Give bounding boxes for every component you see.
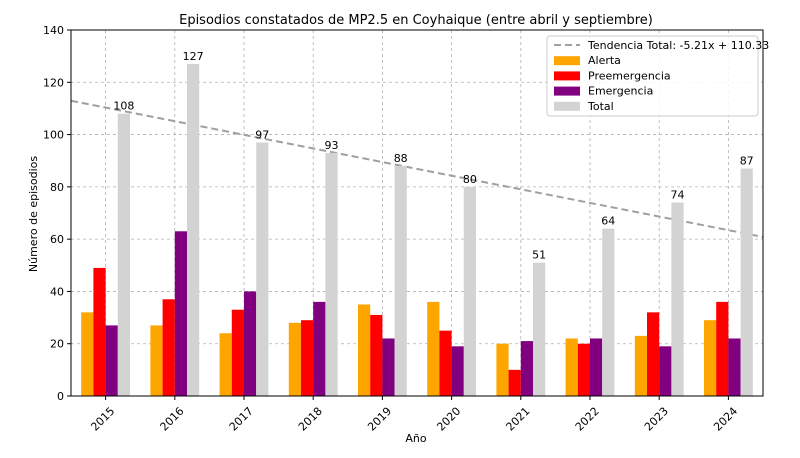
legend-label: Tendencia Total: -5.21x + 110.33 [587,39,769,52]
legend-swatch-emergencia [554,86,580,96]
bar-total-2018 [325,152,338,396]
bar-alerta-2021 [496,343,509,396]
bar-total-2020 [463,186,476,396]
x-tick-label: 2021 [504,405,533,434]
y-tick-label: 100 [43,129,64,142]
bar-emergencia-2021 [520,341,533,396]
data-label-total: 97 [255,128,269,141]
bar-alerta-2019 [358,304,371,396]
plot-frame [70,29,764,397]
bar-preemergencia-2022 [577,343,590,396]
x-tick-label: 2017 [227,405,256,434]
trend-line [70,99,764,238]
data-label-total: 64 [601,215,615,228]
bar-total-2016 [187,63,200,396]
bar-emergencia-2020 [451,346,464,396]
bar-emergencia-2018 [313,301,326,396]
x-tick-label: 2023 [642,405,671,434]
bar-total-2024 [740,168,753,396]
bar-preemergencia-2016 [162,299,175,396]
legend-swatch-total [554,101,580,111]
bar-total-2022 [602,228,615,396]
legend: Tendencia Total: -5.21x + 110.33 Alerta Pr… [546,35,769,117]
bar-total-2019 [394,165,407,396]
y-tick-label: 40 [50,285,64,298]
bar-preemergencia-2017 [231,309,244,396]
bar-alerta-2020 [427,301,440,396]
x-axis-label: Año [405,432,426,445]
bar-preemergencia-2015 [93,267,106,396]
bar-emergencia-2015 [105,325,118,396]
legend-label: Alerta [588,54,621,67]
total-data-labels: 108 127 97 93 88 80 51 64 74 87 [113,50,753,262]
data-label-total: 80 [463,173,477,186]
data-label-total: 74 [671,189,685,202]
bar-alerta-2024 [704,320,717,396]
bar-alerta-2022 [565,338,578,396]
data-label-total: 93 [325,139,339,152]
y-tick-label: 120 [43,76,64,89]
bar-emergencia-2023 [659,346,672,396]
data-label-total: 88 [394,152,408,165]
bar-preemergencia-2023 [647,312,660,396]
bar-preemergencia-2019 [370,314,383,396]
bar-emergencia-2019 [382,338,395,396]
legend-box [546,35,759,117]
bar-total-2021 [533,262,546,396]
bar-total-2023 [671,202,684,396]
bar-alerta-2015 [81,312,94,396]
x-tick-label: 2024 [711,405,740,434]
bar-emergencia-2016 [174,231,187,396]
legend-label: Total [587,100,614,113]
bar-alerta-2017 [219,333,232,396]
x-tick-label: 2022 [573,405,602,434]
bar-preemergencia-2018 [301,320,314,396]
legend-swatch-preemergencia [554,71,580,81]
x-tick-label: 2019 [365,405,394,434]
bar-preemergencia-2021 [508,369,521,396]
bar-alerta-2023 [634,335,647,396]
legend-swatch-alerta [554,56,580,66]
data-label-total: 108 [113,100,134,113]
x-tick-label: 2020 [434,405,463,434]
y-tick-label: 80 [50,181,64,194]
bars [81,63,753,397]
bar-emergencia-2022 [590,338,603,396]
legend-label: Emergencia [588,85,653,98]
y-axis-label: Número de episodios [27,156,40,272]
legend-label: Preemergencia [588,69,671,82]
x-tick-label: 2016 [158,405,187,434]
bar-emergencia-2017 [244,291,257,396]
bar-total-2015 [117,113,130,397]
bar-emergencia-2024 [728,338,741,396]
chart-title: Episodios constatados de MP2.5 en Coyhai… [179,13,653,28]
data-label-total: 127 [183,50,204,63]
y-tick-label: 140 [43,24,64,37]
x-tick-label: 2018 [296,405,325,434]
bar-alerta-2016 [150,325,163,396]
x-tick-label: 2015 [88,405,117,434]
data-label-total: 51 [532,249,546,262]
trend-line-group [70,99,764,238]
y-tick-label: 60 [50,233,64,246]
bar-preemergencia-2020 [439,330,452,396]
data-label-total: 87 [740,155,754,168]
bar-total-2017 [256,142,269,396]
bar-alerta-2018 [288,322,301,396]
y-tick-label: 20 [50,338,64,351]
bar-preemergencia-2024 [716,301,729,396]
y-tick-label: 0 [57,390,64,403]
